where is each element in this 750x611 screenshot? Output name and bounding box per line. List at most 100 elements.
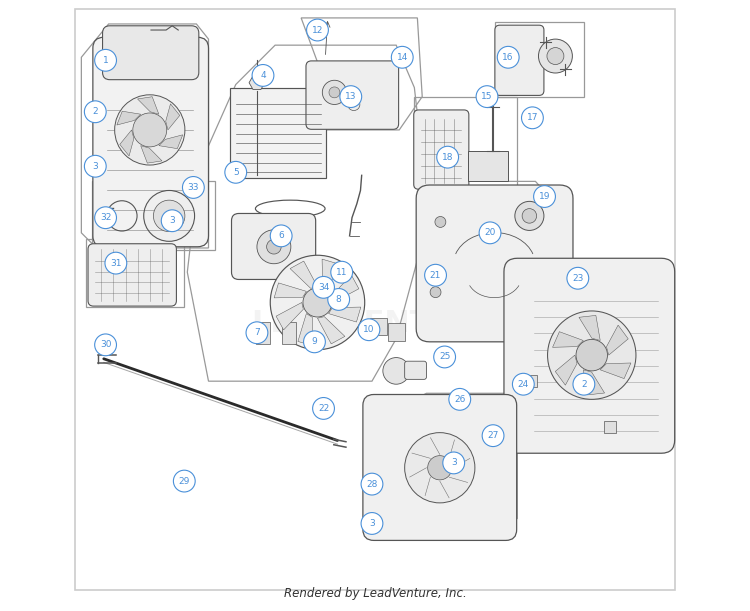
Text: 30: 30	[100, 340, 111, 349]
Circle shape	[479, 222, 501, 244]
Text: 10: 10	[363, 325, 375, 334]
Polygon shape	[553, 332, 584, 347]
Polygon shape	[117, 111, 141, 125]
FancyBboxPatch shape	[604, 420, 616, 433]
Circle shape	[442, 452, 464, 474]
Text: 31: 31	[110, 258, 122, 268]
Circle shape	[303, 288, 332, 317]
Text: 27: 27	[488, 431, 499, 440]
Circle shape	[534, 186, 556, 207]
FancyBboxPatch shape	[363, 395, 517, 540]
Polygon shape	[600, 363, 631, 379]
Circle shape	[522, 208, 537, 223]
Circle shape	[512, 373, 534, 395]
FancyBboxPatch shape	[504, 258, 675, 453]
FancyBboxPatch shape	[93, 37, 208, 247]
Text: 28: 28	[366, 480, 378, 489]
Text: 18: 18	[442, 153, 454, 162]
Circle shape	[392, 46, 413, 68]
Text: 19: 19	[538, 192, 550, 201]
Text: 12: 12	[312, 26, 323, 35]
Text: 1: 1	[103, 56, 109, 65]
Circle shape	[322, 80, 346, 104]
FancyBboxPatch shape	[405, 361, 427, 379]
Text: 32: 32	[100, 213, 111, 222]
Circle shape	[405, 433, 475, 503]
Polygon shape	[249, 76, 265, 90]
Circle shape	[435, 216, 445, 227]
Text: 7: 7	[254, 328, 260, 337]
Text: 2: 2	[92, 108, 98, 116]
Circle shape	[105, 252, 127, 274]
Circle shape	[573, 373, 595, 395]
Circle shape	[448, 389, 471, 410]
Circle shape	[361, 513, 382, 535]
FancyBboxPatch shape	[103, 26, 199, 79]
Text: 33: 33	[188, 183, 199, 192]
Polygon shape	[328, 307, 361, 322]
Circle shape	[94, 207, 116, 229]
FancyBboxPatch shape	[414, 110, 469, 189]
Circle shape	[144, 191, 194, 241]
Circle shape	[246, 322, 268, 343]
FancyBboxPatch shape	[282, 323, 296, 344]
Text: 8: 8	[336, 295, 341, 304]
Text: 5: 5	[232, 168, 238, 177]
Text: 15: 15	[482, 92, 493, 101]
Circle shape	[331, 262, 352, 283]
Circle shape	[257, 230, 291, 264]
FancyBboxPatch shape	[519, 379, 531, 392]
FancyBboxPatch shape	[88, 244, 176, 306]
Text: 4: 4	[260, 71, 266, 80]
FancyBboxPatch shape	[306, 61, 398, 130]
Text: 29: 29	[178, 477, 190, 486]
Polygon shape	[579, 315, 600, 340]
Text: 13: 13	[345, 92, 356, 101]
Circle shape	[430, 287, 441, 298]
Circle shape	[133, 113, 166, 147]
Circle shape	[182, 177, 204, 199]
Polygon shape	[332, 275, 358, 302]
Polygon shape	[137, 97, 159, 114]
Circle shape	[576, 339, 608, 371]
Circle shape	[382, 357, 410, 384]
Circle shape	[313, 276, 334, 298]
Circle shape	[514, 202, 544, 230]
Text: 21: 21	[430, 271, 441, 280]
Polygon shape	[276, 302, 303, 330]
Circle shape	[307, 19, 328, 41]
Text: 14: 14	[397, 53, 408, 62]
Polygon shape	[166, 104, 180, 130]
Text: 2: 2	[581, 379, 586, 389]
Circle shape	[270, 255, 364, 349]
Text: 3: 3	[369, 519, 375, 528]
Polygon shape	[290, 261, 317, 288]
Circle shape	[328, 288, 350, 310]
Circle shape	[436, 146, 458, 168]
Text: 34: 34	[318, 283, 329, 292]
Circle shape	[567, 268, 589, 289]
FancyBboxPatch shape	[388, 323, 405, 340]
Circle shape	[304, 331, 326, 353]
Circle shape	[85, 101, 106, 123]
Text: 3: 3	[451, 458, 457, 467]
Circle shape	[267, 240, 281, 254]
Circle shape	[340, 86, 362, 108]
Circle shape	[547, 48, 564, 65]
Circle shape	[482, 425, 504, 447]
Circle shape	[94, 49, 116, 71]
Polygon shape	[141, 145, 162, 163]
FancyBboxPatch shape	[468, 150, 509, 181]
Polygon shape	[120, 130, 134, 156]
Circle shape	[433, 346, 455, 368]
Text: LEADVENTURE: LEADVENTURE	[251, 309, 500, 338]
Text: 17: 17	[526, 113, 538, 122]
Text: 3: 3	[170, 216, 175, 225]
FancyBboxPatch shape	[232, 213, 316, 279]
Circle shape	[424, 265, 446, 286]
Circle shape	[329, 87, 340, 98]
Text: 9: 9	[311, 337, 317, 346]
Text: 6: 6	[278, 232, 284, 240]
Circle shape	[225, 161, 247, 183]
FancyBboxPatch shape	[370, 318, 386, 335]
